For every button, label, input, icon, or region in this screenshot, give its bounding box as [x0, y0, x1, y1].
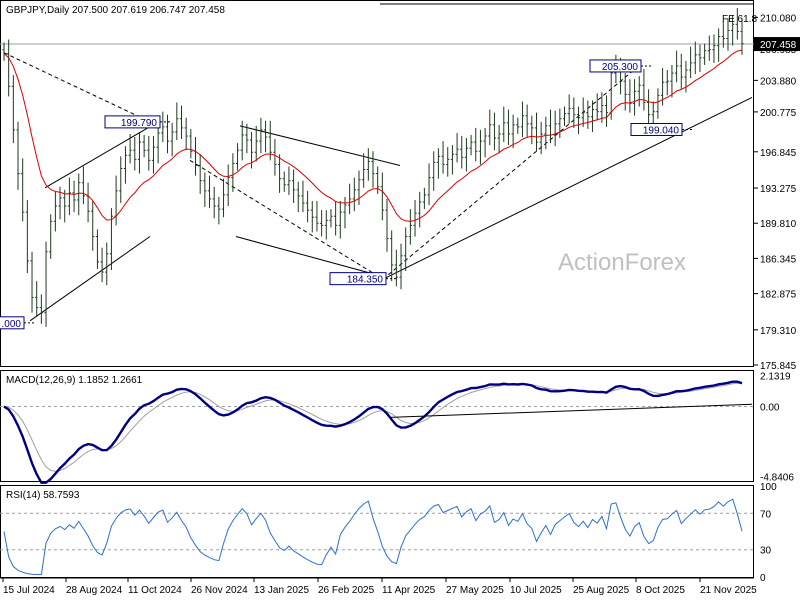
channel-upper-line — [44, 120, 161, 189]
rsi-label: RSI(14) 58.7593 — [6, 490, 80, 501]
macd-series — [3, 380, 753, 484]
watermark: ActionForex — [558, 249, 686, 276]
price-tick-label: 200.775 — [760, 108, 797, 119]
rsi-tick-label: 30 — [760, 546, 772, 557]
price-tick-label: 179.310 — [760, 326, 797, 337]
macd-trendline — [389, 403, 753, 418]
annotation-label: 199.790 — [121, 118, 158, 129]
price-tick-label: 186.345 — [760, 254, 797, 265]
x-tick-label: 28 Aug 2024 — [66, 585, 123, 596]
price-tick-label: 175.845 — [760, 361, 797, 372]
annotation-label: .000 — [2, 319, 22, 330]
macd-tick-label: 0.00 — [760, 402, 780, 413]
last-price-label: 207.458 — [760, 40, 797, 51]
rsi-tick-label: 0 — [760, 573, 766, 584]
price-bars — [2, 8, 744, 327]
x-tick-label: 13 Jan 2025 — [254, 585, 309, 596]
falling-channel-lower — [235, 236, 386, 278]
x-tick-label: 27 May 2025 — [446, 585, 504, 596]
macd-signal-line — [3, 382, 742, 472]
x-tick-label: 10 Jul 2025 — [510, 585, 562, 596]
trendline-dashed-upper — [3, 52, 151, 123]
axis-labels: 210.080206.985203.880200.775196.845193.2… — [2, 13, 800, 596]
annotation-label: 199.040 — [643, 126, 680, 137]
price-tick-label: 196.845 — [760, 148, 797, 159]
rsi-panel — [0, 485, 754, 578]
price-tick-label: 210.080 — [760, 13, 797, 24]
rising-support-line — [382, 96, 753, 280]
rsi-tick-label: 100 — [760, 482, 777, 493]
trendline-dashed-down — [189, 159, 384, 280]
macd-line — [3, 380, 743, 484]
rsi-series — [3, 498, 743, 576]
x-tick-label: 25 Aug 2025 — [573, 585, 630, 596]
rsi-line — [3, 498, 743, 576]
x-tick-label: 11 Apr 2025 — [382, 585, 436, 596]
fe-label: FE 61.8 — [722, 14, 757, 25]
price-annotations: 199.790 184.350 205.300 199.040 .000 — [0, 59, 692, 330]
x-tick-label: 11 Oct 2024 — [128, 585, 182, 596]
moving-average — [3, 49, 743, 222]
annotation-label: 205.300 — [602, 62, 639, 73]
macd-tick-label: 2.1319 — [760, 372, 791, 383]
x-tick-label: 26 Nov 2024 — [191, 585, 248, 596]
x-tick-label: 15 Jul 2024 — [3, 585, 55, 596]
price-tick-label: 193.275 — [760, 184, 797, 195]
guide-lines — [0, 3, 754, 551]
price-panel — [0, 0, 754, 367]
x-tick-label: 8 Oct 2025 — [636, 585, 685, 596]
ma-line — [3, 49, 743, 222]
annotation-label: 184.350 — [347, 275, 384, 286]
trendlines — [3, 52, 753, 322]
macd-label: MACD(12,26,9) 1.1852 1.2661 — [6, 375, 143, 386]
macd-panel — [0, 370, 754, 482]
rsi-tick-label: 70 — [760, 509, 772, 520]
price-tick-label: 189.810 — [760, 219, 797, 230]
channel-lower-line — [29, 236, 151, 322]
x-tick-label: 26 Feb 2025 — [318, 585, 375, 596]
macd-tick-label: -4.8406 — [760, 473, 794, 484]
symbol-header: GBPJPY,Daily 207.500 207.619 206.747 207… — [6, 5, 225, 16]
price-tick-label: 182.875 — [760, 290, 797, 301]
last-price-box — [754, 37, 800, 52]
x-tick-label: 21 Nov 2025 — [700, 585, 757, 596]
price-tick-label: 203.880 — [760, 76, 797, 87]
